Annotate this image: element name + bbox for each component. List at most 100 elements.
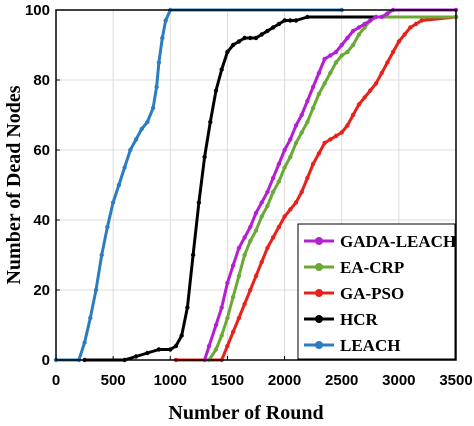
series-gada-leach (202, 7, 459, 363)
data-point (225, 49, 230, 55)
data-point (219, 67, 224, 72)
x-axis-title: Number of Round (168, 402, 323, 424)
data-point (288, 154, 293, 160)
data-point (419, 18, 424, 23)
data-point (110, 200, 116, 205)
data-point (322, 81, 327, 86)
x-tick-label: 2000 (268, 372, 301, 389)
data-point (305, 175, 310, 181)
series-ga-pso (173, 14, 459, 363)
data-point (276, 21, 282, 27)
data-point (333, 49, 339, 55)
data-point (253, 273, 259, 279)
data-point (133, 354, 139, 359)
data-point (379, 70, 384, 76)
data-point (305, 14, 310, 20)
legend-label: HCR (340, 310, 379, 329)
data-point (385, 60, 390, 65)
data-point (282, 214, 287, 219)
data-point (305, 98, 310, 104)
data-point (259, 214, 264, 219)
data-point (185, 305, 190, 310)
data-point (316, 151, 322, 156)
data-point (408, 25, 413, 30)
data-point (259, 259, 264, 265)
data-point (288, 137, 293, 142)
series-layer (53, 7, 459, 363)
data-point (282, 165, 287, 170)
data-point (362, 21, 367, 27)
data-point (293, 18, 299, 23)
data-point (276, 161, 282, 167)
data-point (339, 53, 344, 58)
legend-swatch-marker (315, 315, 323, 323)
data-point (282, 147, 287, 153)
data-point (230, 42, 236, 48)
data-point (356, 102, 362, 107)
data-point (82, 340, 87, 345)
y-tick-label: 20 (33, 282, 50, 299)
data-point (293, 123, 299, 128)
data-point (322, 140, 327, 146)
data-point (270, 189, 276, 195)
y-axis-title: Number of Dead Nodes (3, 85, 25, 284)
legend-label: GA-PSO (340, 284, 404, 303)
data-point (163, 18, 168, 23)
data-point (105, 224, 110, 230)
data-point (413, 21, 419, 27)
data-point (219, 305, 224, 310)
legend-label: GADA-LEACH (340, 232, 456, 251)
x-axis: 0 500 1000 1500 2000 2500 3000 3500 (52, 356, 473, 389)
data-point (179, 333, 184, 338)
data-point (299, 189, 304, 195)
data-point (345, 49, 350, 55)
legend-swatch-marker (315, 237, 323, 245)
data-point (230, 294, 236, 300)
data-point (259, 200, 264, 205)
data-point (190, 252, 196, 258)
plot-frame (55, 9, 457, 361)
data-point (333, 133, 339, 139)
data-point (316, 70, 322, 76)
data-point (208, 119, 213, 125)
data-point (236, 245, 242, 251)
x-tick-label: 1000 (154, 372, 187, 389)
data-point (122, 165, 127, 170)
y-tick-label: 60 (33, 142, 50, 159)
data-point (293, 200, 299, 205)
legend-label: LEACH (340, 336, 400, 355)
data-point (236, 273, 242, 279)
data-point (328, 53, 333, 58)
data-point (145, 350, 150, 356)
legend: GADA-LEACH EA-CRP GA-PSO HCR LEACH (297, 223, 456, 360)
data-point (154, 84, 159, 90)
x-tick-label: 0 (52, 372, 60, 389)
data-point (373, 81, 379, 86)
data-point (322, 56, 327, 62)
data-point (225, 315, 230, 321)
x-tick-label: 3500 (439, 372, 472, 389)
data-point (93, 287, 99, 293)
data-point (390, 49, 396, 55)
legend-swatch-marker (315, 341, 323, 349)
data-point (248, 35, 253, 41)
data-point (282, 18, 287, 23)
data-point (362, 95, 367, 100)
data-point (276, 179, 282, 184)
data-point (310, 161, 316, 167)
y-tick-label: 0 (42, 352, 50, 369)
data-point (253, 210, 259, 216)
data-point (116, 182, 122, 188)
data-point (139, 126, 144, 132)
data-point (225, 280, 230, 286)
data-point (305, 119, 310, 125)
y-axis: 0 20 40 60 80 100 (25, 2, 60, 369)
data-point (333, 60, 339, 65)
data-point (248, 238, 253, 244)
data-point (213, 347, 219, 352)
data-point (265, 189, 270, 195)
data-point (350, 42, 356, 48)
data-point (213, 322, 219, 328)
x-tick-label: 1500 (211, 372, 244, 389)
data-point (265, 245, 270, 251)
